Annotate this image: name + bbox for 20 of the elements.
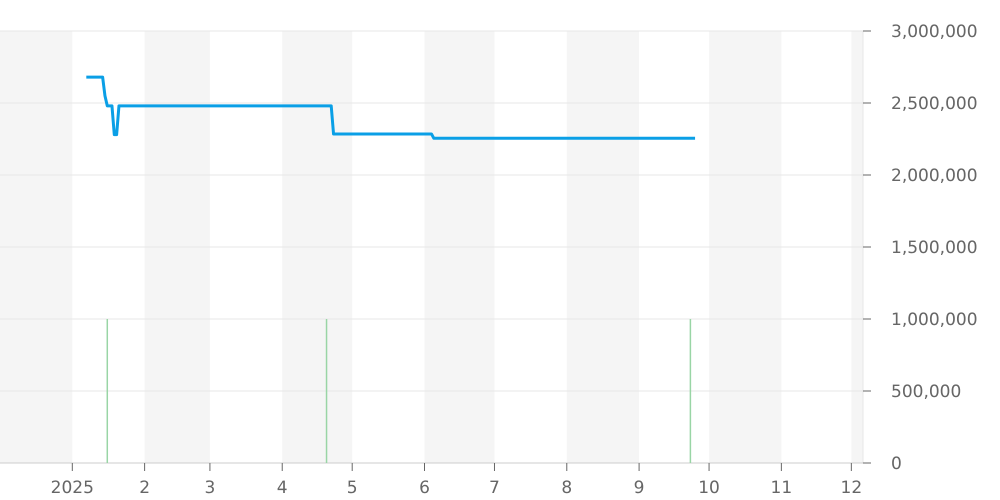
x-tick-label: 7 [489, 478, 500, 498]
x-tick-label: 8 [561, 478, 572, 498]
x-tick-label: 11 [770, 478, 792, 498]
x-tick-label: 2025 [50, 478, 94, 498]
y-tick-label: 1,000,000 [891, 310, 978, 330]
y-tick-label: 3,000,000 [891, 22, 978, 42]
x-tick-label: 5 [346, 478, 358, 498]
y-tick-label: 2,500,000 [891, 94, 978, 114]
y-tick-label: 1,500,000 [891, 238, 978, 258]
line-series [84, 76, 697, 140]
y-tick-label: 0 [891, 454, 902, 474]
y-tick-label: 2,000,000 [891, 166, 978, 186]
x-tick-label: 9 [634, 478, 644, 498]
x-tick-label: 3 [204, 478, 216, 498]
y-tick-label: 500,000 [891, 382, 962, 402]
x-tick-label: 12 [840, 478, 862, 498]
x-tick-label: 10 [698, 478, 720, 498]
x-tick-label: 6 [419, 478, 430, 498]
x-tick-label: 4 [276, 478, 288, 498]
x-tick-label: 2 [139, 478, 150, 498]
